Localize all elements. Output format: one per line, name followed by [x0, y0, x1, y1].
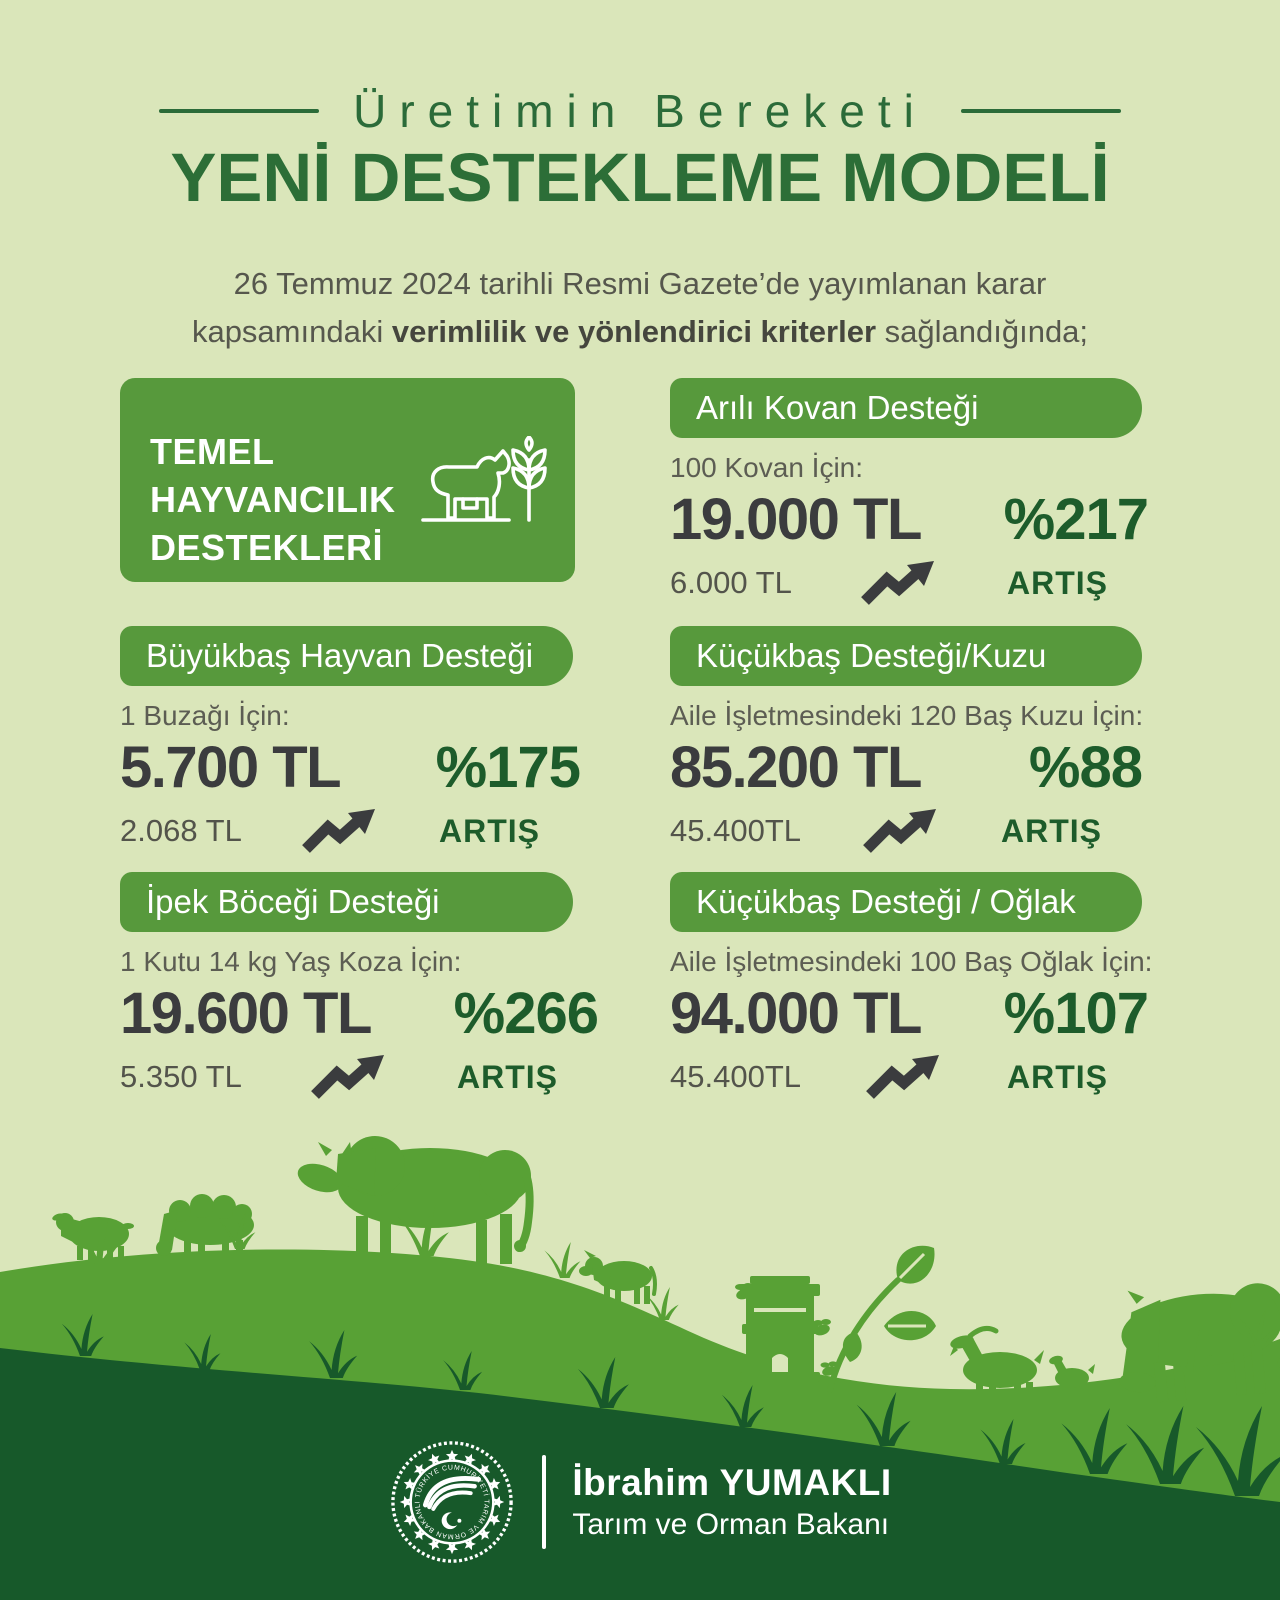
subtitle-line2-post: sağlandığında;	[876, 314, 1089, 350]
new-amount: 19.000 TL	[670, 487, 922, 552]
old-amount: 2.068 TL	[120, 813, 242, 848]
amount-row: 5.700 TL %175	[120, 734, 581, 801]
amount-row: 85.200 TL %88	[670, 734, 1143, 801]
leaf-sapling-silhouette	[827, 1245, 936, 1393]
footer: TÜRKİYE CUMHURİYETİ TARIM VE ORMAN BAKAN…	[0, 1438, 1280, 1566]
card-title-arili-kovan: Arılı Kovan Desteği	[670, 378, 1142, 438]
increase-label: ARTIŞ	[1007, 1058, 1108, 1095]
card-title-buyukbas: Büyükbaş Hayvan Desteği	[120, 626, 573, 686]
old-amount: 5.350 TL	[120, 1059, 242, 1094]
emblem-circular-text: TÜRKİYE CUMHURİYETİ TARIM VE ORMAN BAKAN…	[388, 1438, 490, 1540]
new-amount: 5.700 TL	[120, 735, 342, 800]
sheep-silhouette	[156, 1194, 254, 1256]
temel-line3: DESTEKLERİ	[150, 526, 384, 568]
stats-buyukbas: 1 Buzağı İçin: 5.700 TL %175 2.068 TL AR…	[120, 700, 581, 855]
kicker-row: Üretimin Bereketi	[0, 84, 1280, 138]
beehive-silhouette	[740, 1276, 820, 1392]
stats-oglak: Aile İşletmesindeki 100 Baş Oğlak İçin: …	[670, 946, 1153, 1101]
cow-wheat-icon	[421, 436, 547, 522]
increase-label: ARTIŞ	[1007, 564, 1108, 601]
stats-ipek: 1 Kutu 14 kg Yaş Koza İçin: 19.600 TL %2…	[120, 946, 599, 1101]
old-row: 6.000 TL ARTIŞ	[670, 559, 1148, 607]
trend-up-arrow-icon	[861, 561, 935, 605]
bee-icon	[813, 1319, 831, 1336]
stat-label: Aile İşletmesindeki 120 Baş Kuzu İçin:	[670, 700, 1144, 731]
old-amount: 45.400TL	[670, 813, 801, 848]
trend-up-arrow-icon	[311, 1055, 385, 1099]
increase-percent: %175	[435, 735, 581, 800]
old-amount: 6.000 TL	[670, 565, 792, 600]
amount-row: 19.600 TL %266	[120, 980, 599, 1047]
svg-text:TÜRKİYE CUMHURİYETİ TARIM VE O: TÜRKİYE CUMHURİYETİ TARIM VE ORMAN BAKAN…	[388, 1438, 491, 1540]
increase-percent: %88	[1028, 735, 1143, 800]
trend-up-arrow-icon	[863, 809, 936, 853]
stats-arili-kovan: 100 Kovan İçin: 19.000 TL %217 6.000 TL …	[670, 452, 1149, 607]
old-row: 5.350 TL ARTIŞ	[120, 1053, 598, 1101]
new-amount: 85.200 TL	[670, 735, 922, 800]
calf-silhouette	[579, 1250, 657, 1304]
cow-grazing-silhouette	[1119, 1283, 1280, 1403]
minister-name: İbrahim YUMAKLI	[572, 1462, 892, 1503]
increase-percent: %217	[1003, 487, 1149, 552]
increase-label: ARTIŞ	[457, 1058, 558, 1095]
trend-up-arrow-icon	[866, 1055, 939, 1099]
amount-row: 94.000 TL %107	[670, 980, 1149, 1047]
old-row: 45.400TL ARTIŞ	[670, 807, 1142, 855]
stat-label: 100 Kovan İçin:	[670, 452, 864, 483]
new-amount: 19.600 TL	[120, 981, 372, 1046]
farm-landscape-illustration	[0, 1136, 1280, 1600]
increase-percent: %107	[1003, 981, 1149, 1046]
increase-label: ARTIŞ	[1001, 812, 1102, 849]
card-title-kuzu: Küçükbaş Desteği/Kuzu	[670, 626, 1142, 686]
kid-goat-silhouette	[1049, 1355, 1095, 1400]
minister-block: İbrahim YUMAKLI Tarım ve Orman Bakanı	[572, 1462, 891, 1542]
stat-label: 1 Kutu 14 kg Yaş Koza İçin:	[120, 946, 462, 977]
stat-label: 1 Buzağı İçin:	[120, 700, 290, 731]
grass-tuft	[544, 1242, 581, 1278]
kicker-line-left	[159, 109, 320, 113]
dark-foreground	[0, 1348, 1280, 1600]
stat-label: Aile İşletmesindeki 100 Baş Oğlak İçin:	[670, 946, 1153, 977]
kicker-text: Üretimin Bereketi	[353, 85, 927, 137]
subtitle-line2-bold: verimlilik ve yönlendirici kriterler	[391, 314, 877, 350]
subtitle: 26 Temmuz 2024 tarihli Resmi Gazete’de y…	[0, 260, 1280, 356]
subtitle-line2-pre: kapsamındaki	[191, 314, 392, 350]
card-title-oglak: Küçükbaş Desteği / Oğlak	[670, 872, 1142, 932]
footer-divider	[542, 1455, 547, 1549]
temel-line1: TEMEL	[150, 431, 275, 472]
amount-row: 19.000 TL %217	[670, 486, 1149, 553]
kicker-line-right	[960, 109, 1121, 113]
goat-silhouette	[950, 1325, 1044, 1398]
stats-kuzu: Aile İşletmesindeki 120 Baş Kuzu İçin: 8…	[670, 700, 1144, 855]
trend-up-arrow-icon	[302, 809, 376, 853]
subtitle-line1: 26 Temmuz 2024 tarihli Resmi Gazete’de y…	[233, 266, 1047, 301]
page-title: YENİ DESTEKLEME MODELİ	[170, 139, 1110, 216]
ministry-emblem-icon: TÜRKİYE CUMHURİYETİ TARIM VE ORMAN BAKAN…	[388, 1438, 514, 1563]
new-amount: 94.000 TL	[670, 981, 922, 1046]
cow-silhouette	[297, 1136, 534, 1264]
card-title-ipek: İpek Böceği Desteği	[120, 872, 573, 932]
temel-hayvancilik-box: TEMEL HAYVANCILIK DESTEKLERİ	[120, 378, 575, 582]
increase-percent: %266	[453, 981, 599, 1046]
old-amount: 45.400TL	[670, 1059, 801, 1094]
temel-line2: HAYVANCILIK	[150, 478, 396, 520]
increase-label: ARTIŞ	[439, 812, 540, 849]
old-row: 45.400TL ARTIŞ	[670, 1053, 1148, 1101]
minister-role: Tarım ve Orman Bakanı	[572, 1508, 890, 1541]
temel-box-title: TEMEL HAYVANCILIK DESTEKLERİ	[150, 428, 396, 572]
old-row: 2.068 TL ARTIŞ	[120, 807, 580, 855]
